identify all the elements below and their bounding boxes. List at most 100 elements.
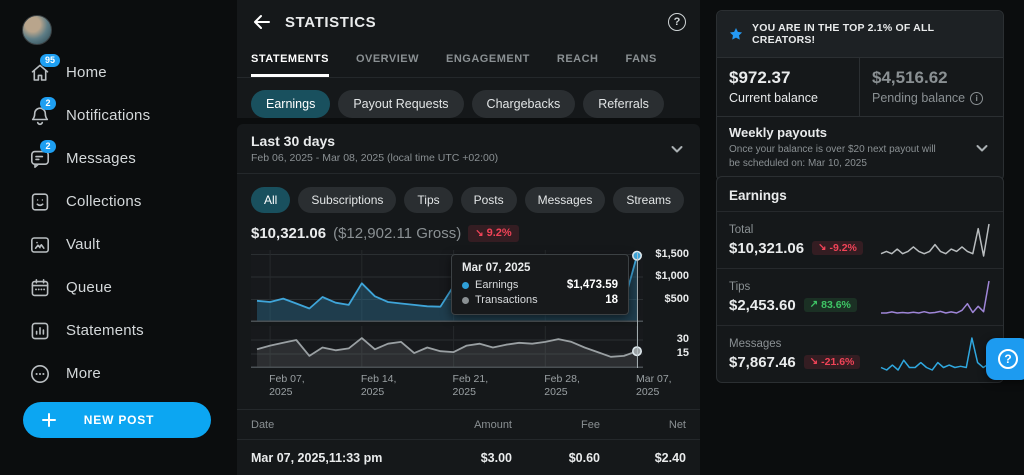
tooltip-transactions-row: Transactions 18 [462, 294, 618, 306]
tab-engagement[interactable]: ENGAGEMENT [446, 53, 530, 65]
filter-subscriptions[interactable]: Subscriptions [298, 187, 397, 213]
sidebar-item-more[interactable]: More [0, 352, 237, 395]
top-creators-banner: YOU ARE IN THE TOP 2.1% OF ALL CREATORS! [717, 11, 1003, 58]
chart-crosshair [637, 253, 638, 368]
earnings-summary: $10,321.06 ($12,902.11 Gross) ↘ 9.2% [237, 217, 700, 246]
type-filter-pills: All Subscriptions Tips Posts Messages Streams [237, 174, 700, 217]
current-balance: $972.37 Current balance [717, 58, 860, 116]
x-axis-tick: Feb 07, 2025 [269, 373, 305, 399]
weekly-payouts[interactable]: Weekly payouts Once your balance is over… [717, 116, 1003, 180]
star-icon [729, 28, 743, 40]
sidebar-item-notifications[interactable]: 2 Notifications [0, 94, 237, 137]
row-amount: $3.00 [480, 451, 512, 465]
chevron-down-icon[interactable] [668, 140, 686, 158]
vault-icon [28, 233, 52, 257]
back-arrow-icon[interactable] [251, 11, 273, 33]
filter-messages[interactable]: Messages [524, 187, 606, 213]
sidebar-item-label: Notifications [66, 107, 151, 124]
notification-count-badge: 95 [40, 53, 61, 67]
earnings-row-total[interactable]: Total $10,321.06 ↘ -9.2% [717, 211, 1003, 268]
sidebar-item-messages[interactable]: 2 Messages [0, 137, 237, 180]
sidebar: 95 Home 2 Notifications 2 Messages Collections… [0, 0, 237, 475]
sidebar-item-label: Home [66, 64, 107, 81]
earnings-row-label: Total [729, 223, 754, 236]
x-axis-tick: Feb 21, 2025 [452, 373, 489, 399]
gross-total: ($12,902.11 Gross) [333, 225, 462, 242]
sidebar-item-statements[interactable]: Statements [0, 309, 237, 352]
pill-earnings[interactable]: Earnings [251, 90, 331, 118]
change-badge: ↘ -21.6% [803, 354, 861, 370]
balance-card: YOU ARE IN THE TOP 2.1% OF ALL CREATORS!… [716, 10, 1004, 181]
earnings-chart[interactable]: Mar 07, 2025 Earnings $1,473.59 Transact… [251, 247, 689, 402]
tab-fans[interactable]: FANS [625, 53, 657, 65]
arrow-up-icon: ↗ [809, 299, 819, 310]
notification-count-badge: 2 [40, 96, 56, 110]
category-pills: Earnings Payout Requests Chargebacks Referr… [237, 78, 700, 130]
statements-icon [28, 319, 52, 343]
weekly-payouts-description: Once your balance is over $20 next payou… [729, 144, 936, 169]
y-axis-tick: 15 [676, 347, 689, 359]
earnings-row-amount: $2,453.60 [729, 296, 796, 314]
messages-sparkline [880, 337, 990, 371]
statements-card: Last 30 days Feb 06, 2025 - Mar 08, 2025… [237, 124, 700, 475]
earnings-row-amount: $7,867.46 [729, 353, 796, 371]
arrow-down-icon: ↘ [475, 227, 484, 239]
bell-icon: 2 [28, 96, 56, 128]
col-header-net: Net [668, 419, 686, 431]
help-icon[interactable]: ? [668, 13, 686, 31]
pill-payout-requests[interactable]: Payout Requests [338, 90, 464, 118]
transactions-plot[interactable] [251, 326, 643, 368]
notification-count-badge: 2 [40, 139, 56, 153]
row-net: $2.40 [654, 451, 686, 465]
filter-streams[interactable]: Streams [613, 187, 685, 213]
earnings-row-messages[interactable]: Messages $7,867.46 ↘ -21.6% [717, 325, 1003, 382]
earnings-breakdown-card: Earnings Total $10,321.06 ↘ -9.2% Tips $2,453… [716, 176, 1004, 383]
arrow-down-icon: ↘ [818, 242, 827, 253]
sidebar-item-vault[interactable]: Vault [0, 223, 237, 266]
total-sparkline [880, 223, 990, 257]
tab-reach[interactable]: REACH [556, 53, 599, 65]
filter-tips[interactable]: Tips [404, 187, 453, 213]
tab-overview[interactable]: OVERVIEW [355, 53, 420, 65]
support-chat-button[interactable]: ? [986, 338, 1024, 380]
sidebar-item-label: Vault [66, 236, 101, 253]
period-title: Last 30 days [251, 133, 336, 149]
period-selector[interactable]: Last 30 days Feb 06, 2025 - Mar 08, 2025… [237, 124, 700, 174]
tab-statements[interactable]: STATEMENTS [251, 47, 329, 77]
row-date: Mar 07, 2025,11:33 pm [251, 451, 383, 465]
y-axis-tick: 30 [676, 333, 689, 345]
plus-icon [41, 412, 57, 428]
new-post-button[interactable]: NEW POST [23, 402, 211, 438]
sidebar-nav: 95 Home 2 Notifications 2 Messages Collections… [0, 51, 237, 395]
info-icon[interactable]: i [970, 91, 984, 105]
tooltip-earnings-row: Earnings $1,473.59 [462, 279, 618, 291]
user-avatar[interactable] [22, 15, 52, 45]
new-post-label: NEW POST [83, 413, 155, 427]
sidebar-item-label: More [66, 365, 101, 382]
question-bubble-icon: ? [998, 349, 1018, 369]
y-axis-tick: $500 [664, 292, 689, 305]
y-axis-tick: $1,500 [655, 247, 689, 260]
pill-chargebacks[interactable]: Chargebacks [471, 90, 576, 118]
chevron-down-icon[interactable] [973, 139, 991, 157]
sidebar-item-label: Messages [66, 150, 136, 167]
tips-sparkline [881, 280, 990, 314]
more-icon [28, 362, 52, 386]
earnings-row-label: Messages [729, 337, 782, 350]
filter-posts[interactable]: Posts [460, 187, 517, 213]
statistics-header: STATISTICS ? [237, 0, 700, 41]
sidebar-item-queue[interactable]: Queue [0, 266, 237, 309]
earnings-row-tips[interactable]: Tips $2,453.60 ↗ 83.6% [717, 268, 1003, 325]
sidebar-item-home[interactable]: 95 Home [0, 51, 237, 94]
col-header-fee: Fee [581, 419, 600, 431]
home-icon: 95 [28, 53, 61, 85]
arrow-down-icon: ↘ [809, 356, 819, 367]
change-badge: ↘ -9.2% [812, 240, 863, 256]
filter-all[interactable]: All [251, 187, 291, 213]
pill-referrals[interactable]: Referrals [583, 90, 664, 118]
queue-icon [28, 276, 52, 300]
table-row[interactable]: Mar 07, 2025,11:33 pm $3.00 $0.60 $2.40 [237, 439, 700, 475]
sidebar-item-collections[interactable]: Collections [0, 180, 237, 223]
earnings-rows: Total $10,321.06 ↘ -9.2% Tips $2,453.60 ↗ 83.6%… [717, 211, 1003, 382]
